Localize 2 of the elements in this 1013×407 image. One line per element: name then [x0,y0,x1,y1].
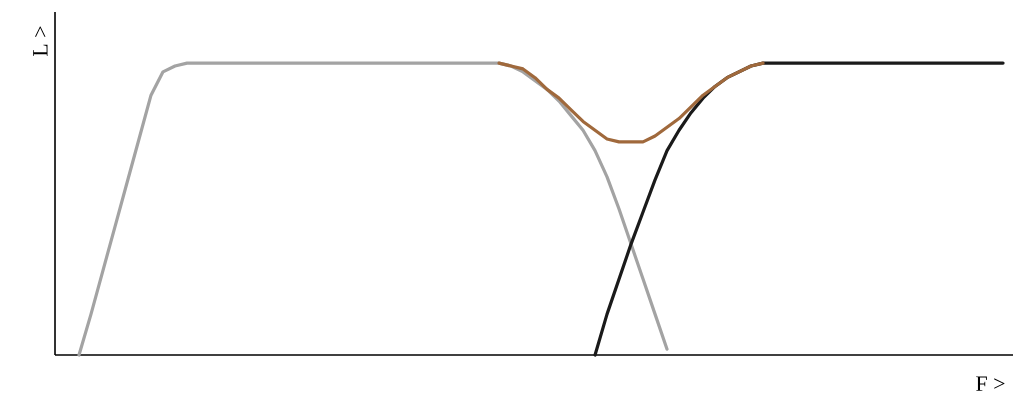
x-axis-title: F > [976,376,1005,391]
y-axis-title: L > [33,26,48,57]
